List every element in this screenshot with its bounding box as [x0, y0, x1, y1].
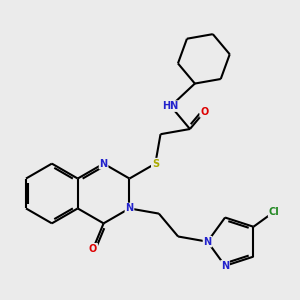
Text: N: N: [125, 203, 134, 213]
Text: S: S: [152, 159, 159, 169]
Text: O: O: [200, 107, 208, 117]
Text: N: N: [100, 159, 108, 169]
Text: N: N: [203, 237, 211, 247]
Text: O: O: [89, 244, 97, 254]
Text: N: N: [221, 261, 229, 271]
Text: HN: HN: [163, 101, 179, 111]
Text: Cl: Cl: [268, 207, 279, 217]
